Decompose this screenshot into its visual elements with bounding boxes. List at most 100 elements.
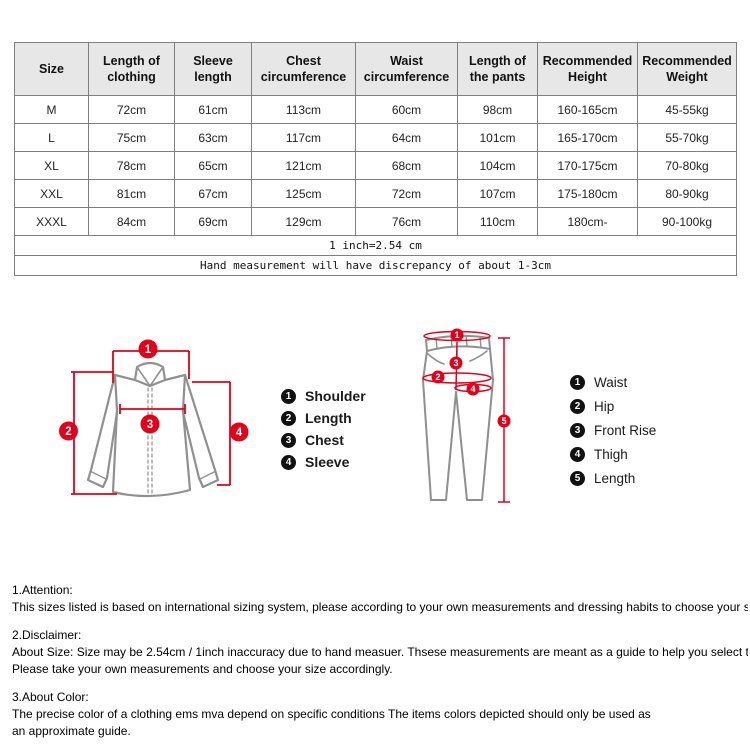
attention-text: This sizes listed is based on internatio… — [12, 600, 748, 614]
table-row: XL 78cm 65cm 121cm 68cm 104cm 170-175cm … — [14, 151, 737, 180]
pants-legend-item-hip: 2 Hip — [570, 394, 656, 418]
pants-marker-3-number: 3 — [453, 358, 458, 368]
table-row: L 75cm 63cm 117cm 64cm 101cm 165-170cm 5… — [14, 123, 737, 152]
about-color-text-line-2: an approximate guide. — [12, 724, 131, 738]
legend-label: Thigh — [594, 446, 628, 462]
pants-right-pocket — [469, 350, 488, 362]
cell: 65cm — [174, 151, 252, 180]
cell: 104cm — [457, 151, 538, 180]
cell: 180cm- — [537, 207, 638, 236]
shirt-marker-1-icon — [138, 339, 158, 359]
legend-label: Hip — [594, 398, 615, 414]
col-header-chest-circumference: Chest circumference — [251, 42, 356, 96]
cell: L — [14, 123, 89, 152]
shirt-armholes — [113, 373, 187, 412]
cell: 81cm — [88, 179, 175, 208]
pants-marker-2-icon — [431, 370, 445, 384]
cell: 84cm — [88, 207, 175, 236]
pants-marker-1-icon — [450, 328, 464, 342]
pants-legend-item-thigh: 4 Thigh — [570, 442, 656, 466]
attention-title: 1.Attention: — [12, 583, 73, 597]
chest-measure-line — [119, 404, 186, 414]
pants-right-leg — [455, 348, 494, 501]
shirt-diagram: 1 2 3 4 — [59, 339, 249, 498]
shirt-body — [111, 408, 192, 498]
cell: 67cm — [174, 179, 252, 208]
hip-measure-ellipse — [422, 372, 492, 384]
circled-1-icon: 1 — [281, 388, 296, 404]
table-note-row: 1 inch=2.54 cm — [14, 235, 737, 256]
table-row: XXL 81cm 67cm 125cm 72cm 107cm 175-180cm… — [14, 179, 737, 208]
shirt-collar-flaps — [136, 366, 164, 387]
cell: 64cm — [355, 123, 458, 152]
pants-marker-5-icon — [497, 414, 511, 428]
inch-conversion-note: 1 inch=2.54 cm — [14, 235, 737, 256]
attention-section: 1.Attention: This sizes listed is based … — [12, 582, 748, 616]
cell: 129cm — [251, 207, 356, 236]
cell: 113cm — [251, 95, 356, 124]
cell: 68cm — [355, 151, 458, 180]
disclaimer-text-line-1: About Size: Size may be 2.54cm / 1inch i… — [12, 645, 748, 659]
cell: 75cm — [88, 123, 175, 152]
about-color-text-line-1: The precise color of a clothing ems mva … — [12, 707, 651, 721]
legend-label: Length — [305, 410, 352, 426]
cell: XXXL — [14, 207, 89, 236]
pants-marker-4-number: 4 — [470, 384, 475, 394]
cell: 175-180cm — [537, 179, 638, 208]
cell: 98cm — [457, 95, 538, 124]
legend-label: Sleeve — [305, 454, 350, 470]
shirt-legend: 1 Shoulder 2 Length 3 Chest 4 Sleeve — [281, 385, 366, 473]
pants-legend: 1 Waist 2 Hip 3 Front Rise 4 Thigh 5 Len… — [570, 370, 656, 490]
disclaimer-title: 2.Disclaimer: — [12, 628, 82, 642]
shirt-legend-item-chest: 3 Chest — [281, 429, 366, 451]
circled-3-icon: 3 — [281, 432, 296, 448]
cell: 80-90kg — [637, 179, 737, 208]
shirt-marker-2-icon — [59, 421, 78, 441]
pants-marker-1-number: 1 — [454, 330, 459, 340]
cell: 125cm — [251, 179, 356, 208]
cell: 117cm — [251, 123, 356, 152]
pants-legend-item-front-rise: 3 Front Rise — [570, 418, 656, 442]
table-header-row: Size Length of clothing Sleeve length Ch… — [14, 42, 737, 96]
cell: 70-80kg — [637, 151, 737, 180]
pants-legend-item-length: 5 Length — [570, 466, 656, 490]
pants-marker-4-icon — [466, 382, 480, 396]
shirt-left-sleeve — [86, 373, 119, 489]
size-table: Size Length of clothing Sleeve length Ch… — [14, 42, 737, 276]
shirt-marker-4-number: 4 — [236, 427, 243, 439]
about-color-title: 3.About Color: — [12, 690, 89, 704]
table-row: XXXL 84cm 69cm 129cm 76cm 110cm 180cm- 9… — [14, 207, 737, 236]
circled-2-icon: 2 — [570, 398, 585, 414]
cell: 78cm — [88, 151, 175, 180]
shirt-marker-2-number: 2 — [65, 426, 71, 438]
pants-legend-item-waist: 1 Waist — [570, 370, 656, 394]
measurement-discrepancy-note: Hand measurement will have discrepancy o… — [14, 255, 737, 276]
cell: 45-55kg — [637, 95, 737, 124]
circled-3-icon: 3 — [570, 422, 585, 438]
table-note-row: Hand measurement will have discrepancy o… — [14, 255, 737, 276]
pants-marker-5-number: 5 — [501, 416, 506, 426]
pants-left-pocket — [427, 353, 445, 365]
cell: M — [14, 95, 89, 124]
cell: 72cm — [88, 95, 175, 124]
cell: 165-170cm — [537, 123, 638, 152]
shirt-legend-item-sleeve: 4 Sleeve — [281, 451, 366, 473]
shirt-marker-4-icon — [229, 422, 249, 442]
cell: 170-175cm — [537, 151, 638, 180]
legend-label: Chest — [305, 432, 344, 448]
cell: 160-165cm — [537, 95, 638, 124]
disclaimer-text-line-2: Please take your own measurements and ch… — [12, 662, 393, 676]
col-header-recommended-weight: Recommended Weight — [637, 42, 737, 96]
legend-label: Front Rise — [594, 422, 657, 438]
cell: 121cm — [251, 151, 356, 180]
circled-2-icon: 2 — [281, 410, 296, 426]
cell: 55-70kg — [637, 123, 737, 152]
col-header-size: Size — [14, 42, 89, 96]
col-header-length-of-clothing: Length of clothing — [88, 42, 175, 96]
pants-marker-2-number: 2 — [435, 372, 440, 382]
cell: 101cm — [457, 123, 538, 152]
shirt-placket — [147, 387, 153, 495]
cell: 76cm — [355, 207, 458, 236]
cell: 110cm — [457, 207, 538, 236]
